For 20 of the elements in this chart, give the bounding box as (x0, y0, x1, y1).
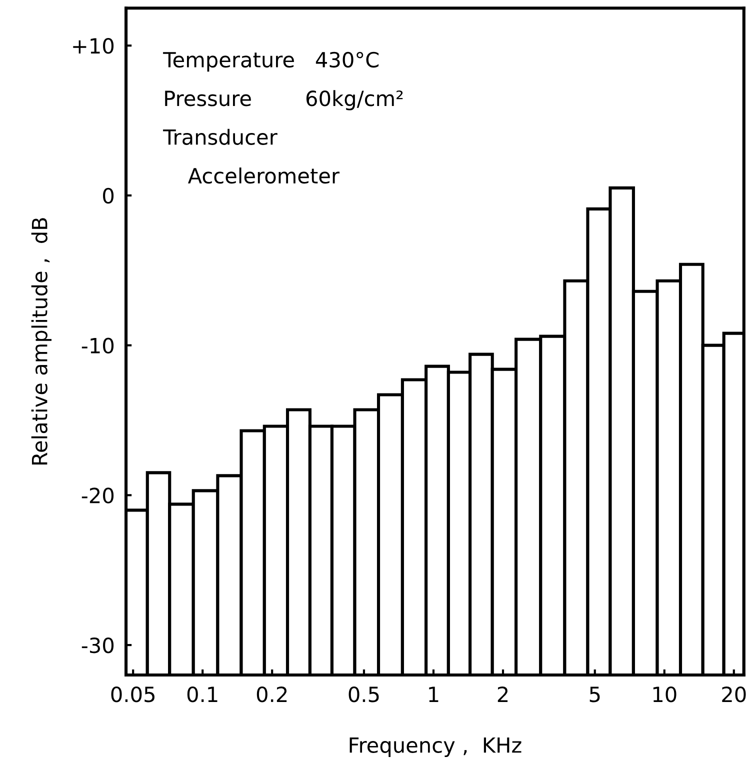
x-tick-label: 5 (590, 686, 600, 702)
x-tick-label: 0.5 (348, 686, 379, 702)
y-axis-title: Relative amplitude , dB (31, 218, 52, 464)
y-tick-label: -10 (82, 338, 114, 354)
annotation: Accelerometer (188, 168, 340, 184)
x-tick-label: 10 (653, 686, 676, 702)
y-tick-label: -20 (82, 488, 114, 504)
y-tick-label: -30 (82, 637, 114, 654)
x-tick-label: 1 (429, 686, 438, 702)
x-tick-label: 0.1 (187, 686, 218, 702)
x-tick-label: 0.05 (111, 686, 154, 702)
y-tick-label: +10 (73, 38, 114, 54)
x-tick-label: 0.2 (256, 686, 287, 702)
x-axis-title: Frequency , KHz (350, 737, 522, 758)
annotation: Temperature 430°C (163, 52, 379, 72)
annotation: Transducer (163, 128, 278, 145)
annotation: Pressure 60kg/cm² (165, 90, 403, 110)
x-tick-label: 2 (498, 686, 508, 702)
x-tick-label: 20 (722, 686, 746, 702)
y-tick-label: 0 (103, 188, 114, 204)
